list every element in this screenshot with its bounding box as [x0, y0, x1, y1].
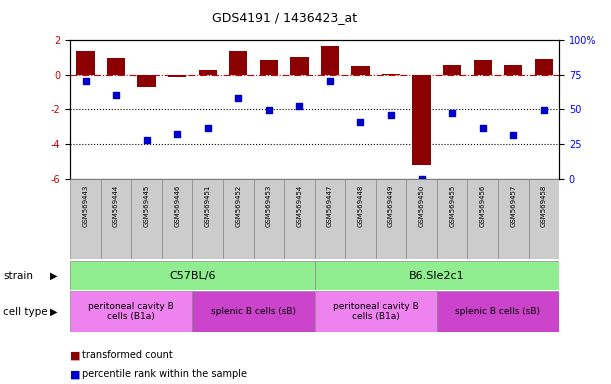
Point [478, 126, 488, 132]
Bar [137, 75, 156, 87]
Bar [412, 75, 431, 165]
Bar [107, 58, 125, 75]
Bar [321, 46, 339, 75]
Bar [168, 75, 186, 78]
Point [447, 110, 457, 116]
Text: percentile rank within the sample: percentile rank within the sample [82, 369, 247, 379]
Point [417, 176, 426, 182]
Text: GSM569444: GSM569444 [113, 185, 119, 227]
Bar [254, 179, 284, 259]
Text: splenic B cells (sB): splenic B cells (sB) [455, 307, 541, 316]
Bar [529, 179, 559, 259]
Bar [223, 179, 254, 259]
Bar [535, 60, 553, 75]
Bar [192, 179, 223, 259]
Bar [443, 65, 461, 75]
Text: GSM569456: GSM569456 [480, 185, 486, 227]
Bar [229, 51, 247, 75]
Bar [437, 291, 559, 332]
Bar [192, 291, 315, 332]
Bar [437, 179, 467, 259]
Bar [290, 57, 309, 75]
Bar [467, 179, 498, 259]
Bar [101, 179, 131, 259]
Text: peritoneal cavity B
cells (B1a): peritoneal cavity B cells (B1a) [333, 302, 419, 321]
Bar [376, 179, 406, 259]
Text: peritoneal cavity B
cells (B1a): peritoneal cavity B cells (B1a) [89, 302, 174, 321]
Point [81, 78, 90, 84]
Text: ▶: ▶ [50, 270, 57, 281]
Point [233, 95, 243, 101]
Text: GSM569443: GSM569443 [82, 185, 89, 227]
Text: B6.Sle2c1: B6.Sle2c1 [409, 270, 465, 281]
Point [142, 137, 152, 143]
Text: splenic B cells (sB): splenic B cells (sB) [211, 307, 296, 316]
Bar [260, 60, 278, 75]
Bar [498, 179, 529, 259]
Bar [70, 179, 101, 259]
Text: cell type: cell type [3, 306, 48, 317]
Point [356, 119, 365, 126]
Text: GSM569449: GSM569449 [388, 185, 394, 227]
Bar [351, 66, 370, 75]
Text: GSM569445: GSM569445 [144, 185, 150, 227]
Point [295, 103, 304, 109]
Point [172, 131, 182, 137]
Bar [162, 179, 192, 259]
Text: GSM569454: GSM569454 [296, 185, 302, 227]
Text: C57BL/6: C57BL/6 [169, 270, 216, 281]
Text: GSM569458: GSM569458 [541, 185, 547, 227]
Point [203, 126, 213, 132]
Bar [345, 179, 376, 259]
Text: ■: ■ [70, 369, 81, 379]
Bar [131, 179, 162, 259]
Text: GSM569447: GSM569447 [327, 185, 333, 227]
Bar [504, 65, 522, 75]
Text: GSM569455: GSM569455 [449, 185, 455, 227]
Bar [382, 74, 400, 75]
Point [508, 132, 518, 139]
Bar [315, 291, 437, 332]
Text: GSM569451: GSM569451 [205, 185, 211, 227]
Bar [76, 51, 95, 75]
Point [111, 92, 121, 98]
Text: GSM569448: GSM569448 [357, 185, 364, 227]
Bar [70, 261, 315, 290]
Point [539, 107, 549, 113]
Bar [199, 70, 217, 75]
Point [386, 112, 396, 118]
Text: ■: ■ [70, 350, 81, 360]
Bar [406, 179, 437, 259]
Bar [70, 291, 192, 332]
Bar [315, 179, 345, 259]
Text: strain: strain [3, 270, 33, 281]
Point [264, 107, 274, 113]
Bar [474, 60, 492, 75]
Text: GDS4191 / 1436423_at: GDS4191 / 1436423_at [211, 12, 357, 25]
Text: transformed count: transformed count [82, 350, 174, 360]
Text: GSM569453: GSM569453 [266, 185, 272, 227]
Bar [315, 261, 559, 290]
Text: GSM569450: GSM569450 [419, 185, 425, 227]
Text: GSM569446: GSM569446 [174, 185, 180, 227]
Point [325, 78, 335, 84]
Text: GSM569457: GSM569457 [510, 185, 516, 227]
Bar [284, 179, 315, 259]
Text: GSM569452: GSM569452 [235, 185, 241, 227]
Text: ▶: ▶ [50, 306, 57, 317]
